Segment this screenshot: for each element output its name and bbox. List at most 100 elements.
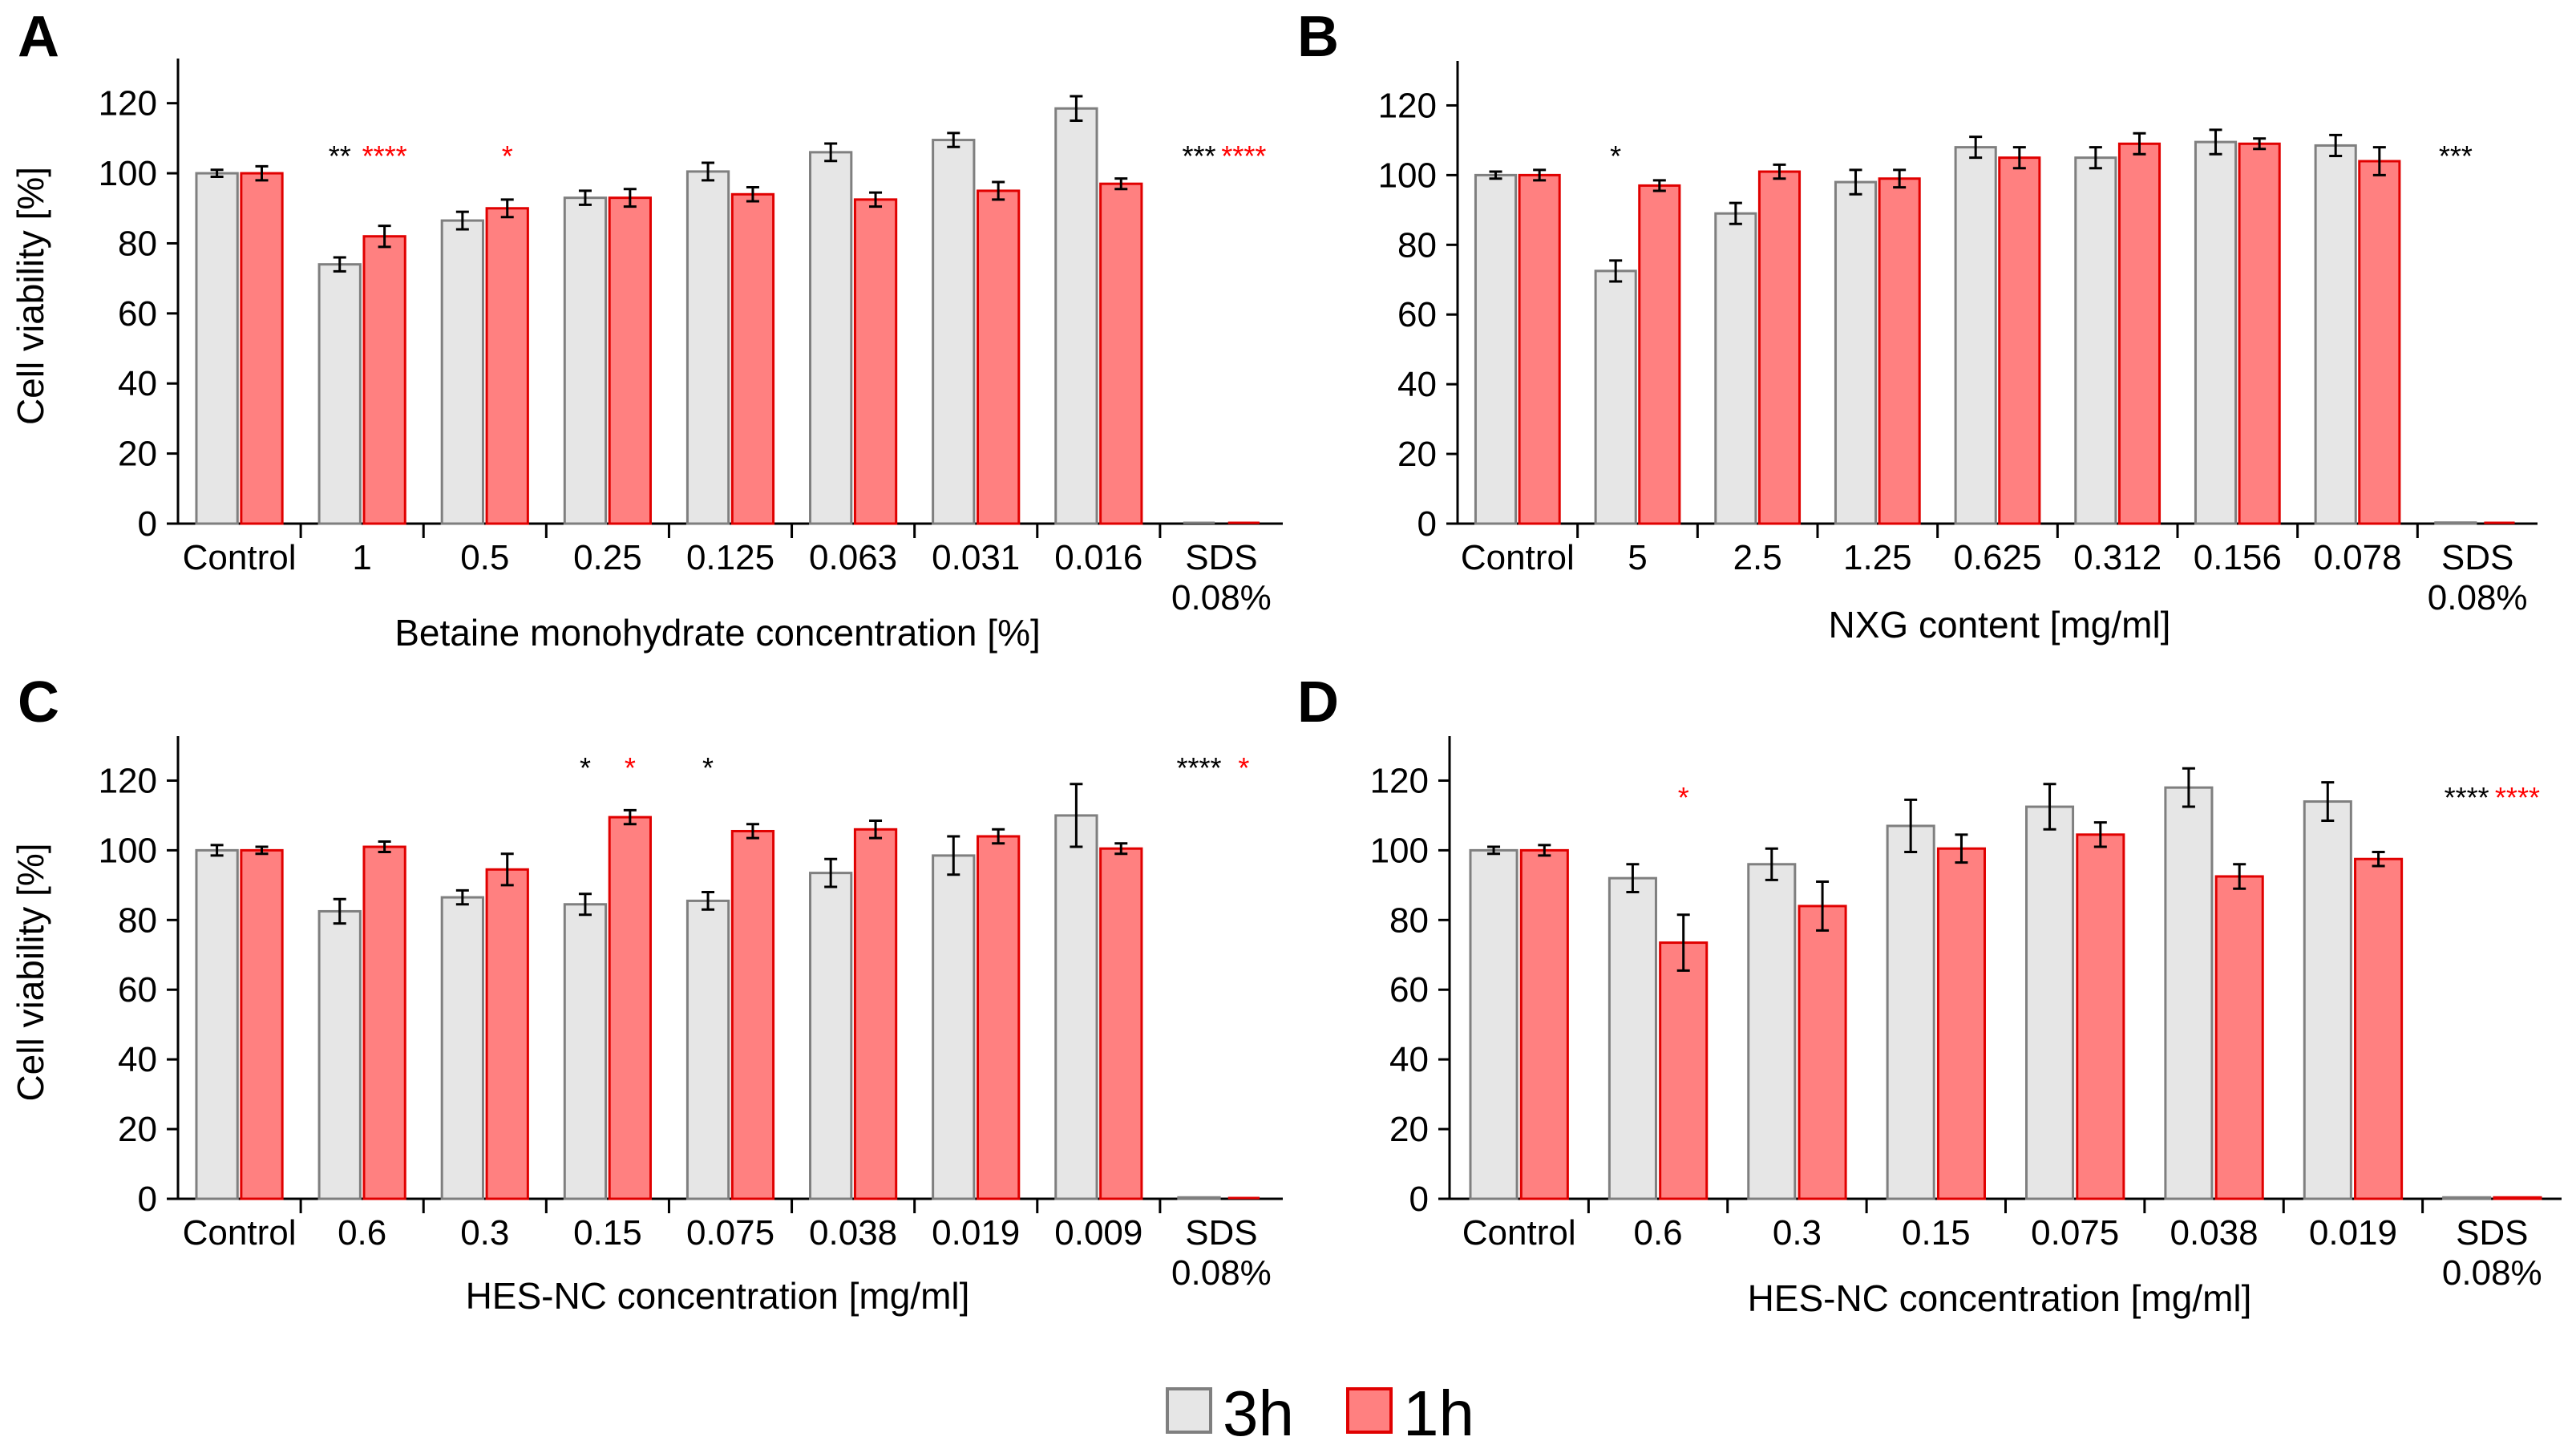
bar-1h-7 <box>2358 160 2401 525</box>
y-tick-label: 40 <box>118 1040 157 1079</box>
x-tick-label: SDS <box>2441 538 2513 577</box>
bar-3h-5 <box>809 872 853 1200</box>
x-tick-label: Control <box>1461 538 1575 577</box>
bar-3h-1 <box>317 909 362 1200</box>
bar-3h-3 <box>1834 180 1878 525</box>
bar-1h-7 <box>2493 1196 2542 1200</box>
bar-3h-4 <box>685 170 730 525</box>
bar-1h-5 <box>2214 875 2264 1200</box>
bar-1h-3 <box>608 816 652 1200</box>
x-tick-label: 1 <box>352 538 371 577</box>
x-tick-label: 0.078 <box>2313 538 2401 577</box>
bar-1h-1 <box>1638 184 1681 525</box>
bar-1h-5 <box>853 198 898 525</box>
bar-3h-6 <box>932 854 976 1200</box>
x-tick-label: 2.5 <box>1733 538 1782 577</box>
x-tick-label-line2: 0.08% <box>2428 578 2528 617</box>
significance-marker: ** <box>329 140 351 172</box>
panel-label: A <box>18 5 59 69</box>
bar-3h-0 <box>1469 848 1519 1200</box>
significance-marker: **** <box>1221 140 1266 172</box>
bar-3h-5 <box>2164 786 2214 1200</box>
y-tick-label: 120 <box>1378 86 1437 125</box>
x-tick-label: 0.5 <box>460 538 509 577</box>
bar-3h-1 <box>1594 269 1637 525</box>
x-tick-label: 0.063 <box>809 538 897 577</box>
x-tick-label: 0.009 <box>1054 1213 1142 1253</box>
bar-3h-5 <box>2074 156 2117 525</box>
bar-3h-2 <box>440 896 484 1200</box>
bar-3h-0 <box>195 172 239 525</box>
x-tick-label: 0.075 <box>2031 1213 2119 1253</box>
y-tick-label: 80 <box>118 224 157 263</box>
bar-1h-0 <box>240 848 284 1200</box>
y-tick-label: 120 <box>99 761 157 800</box>
significance-marker: **** <box>2445 781 2489 814</box>
y-tick-label: 100 <box>99 154 157 193</box>
bar-1h-5 <box>853 828 898 1200</box>
bar-1h-6 <box>977 189 1021 525</box>
bar-1h-6 <box>977 835 1021 1200</box>
significance-marker: * <box>502 140 513 172</box>
panel-d: D 0 20 40 60 80 100 120 Control 0.6 0.3 0.15 0.075 0.… <box>1297 670 2562 1319</box>
x-tick-label: 0.019 <box>932 1213 1020 1253</box>
bar-1h-2 <box>485 868 529 1200</box>
significance-marker: * <box>580 751 591 784</box>
x-axis-label: HES-NC concentration [mg/ml] <box>466 1275 970 1317</box>
bar-3h-2 <box>440 219 484 525</box>
x-tick-label: 0.075 <box>686 1213 774 1253</box>
bar-1h-2 <box>1798 905 1847 1200</box>
significance-marker: **** <box>1176 751 1221 784</box>
y-axis-label: Cell viability [%] <box>10 167 51 425</box>
bar-3h-0 <box>195 848 239 1200</box>
y-tick-label: 80 <box>1397 225 1437 265</box>
x-tick-label: SDS <box>2456 1213 2528 1253</box>
bar-1h-5 <box>2117 142 2161 525</box>
x-tick-label: 0.6 <box>1633 1213 1682 1253</box>
panel-c: C 0 20 40 60 80 100 120 Cell viability [%] Contro… <box>10 670 1283 1317</box>
panel-label: D <box>1297 670 1339 735</box>
x-tick-label: 0.019 <box>2309 1213 2397 1253</box>
legend-label-h3: 3h <box>1223 1378 1294 1449</box>
legend-label-h1: 1h <box>1403 1378 1474 1449</box>
bar-3h-4 <box>685 899 730 1200</box>
y-tick-label: 100 <box>99 831 157 870</box>
x-tick-label: 0.016 <box>1054 538 1142 577</box>
y-tick-label: 80 <box>118 901 157 940</box>
x-tick-label: 0.625 <box>1953 538 2041 577</box>
bar-3h-8 <box>1177 1196 1221 1200</box>
bar-3h-0 <box>1474 173 1518 525</box>
y-tick-label: 40 <box>118 364 157 403</box>
bar-3h-1 <box>1607 876 1657 1200</box>
y-tick-label: 120 <box>99 84 157 123</box>
x-tick-label: 0.312 <box>2073 538 2161 577</box>
bar-3h-1 <box>317 263 362 525</box>
bar-3h-7 <box>2442 1196 2492 1200</box>
significance-marker: *** <box>2439 140 2473 172</box>
x-tick-label: 0.15 <box>1902 1213 1971 1253</box>
panel-label: B <box>1297 5 1339 69</box>
significance-marker: * <box>1238 751 1249 784</box>
y-tick-label: 60 <box>1397 295 1437 334</box>
panel-a: A 0 20 40 60 80 100 120 Cell viability [%] Contro… <box>10 5 1283 654</box>
significance-marker: **** <box>2495 781 2540 814</box>
bar-3h-2 <box>1747 863 1797 1200</box>
y-tick-label: 20 <box>118 435 157 474</box>
bar-3h-4 <box>2025 805 2075 1200</box>
bar-1h-4 <box>1998 156 2041 525</box>
bar-3h-2 <box>1714 212 1757 525</box>
significance-marker: * <box>702 751 714 784</box>
bar-3h-7 <box>1054 107 1098 525</box>
bar-3h-8 <box>2434 521 2477 525</box>
bar-1h-4 <box>2076 833 2125 1200</box>
significance-marker: * <box>1610 140 1621 172</box>
legend-swatch-h3 <box>1166 1387 1212 1434</box>
bar-1h-2 <box>485 207 529 525</box>
x-tick-label: Control <box>183 1213 297 1253</box>
significance-marker: **** <box>362 140 407 172</box>
bar-1h-3 <box>1878 177 1921 525</box>
bar-3h-3 <box>563 903 608 1200</box>
y-tick-label: 0 <box>138 1180 157 1219</box>
y-tick-label: 0 <box>1417 504 1437 544</box>
bar-3h-5 <box>809 151 853 525</box>
